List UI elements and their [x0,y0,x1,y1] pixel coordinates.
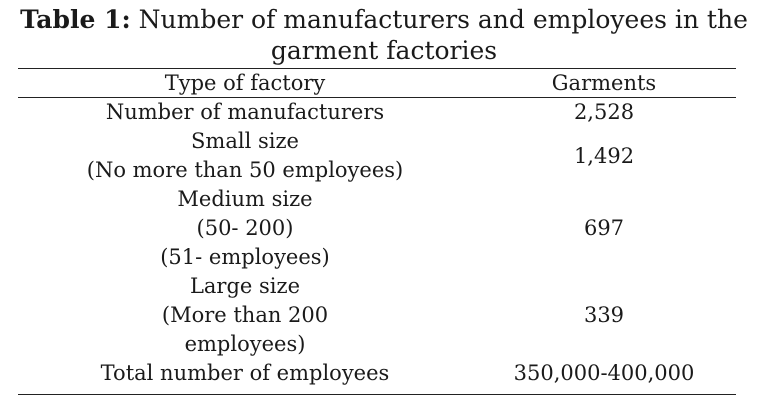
header-type-of-factory: Type of factory [18,70,472,98]
row-value-cell: 1,492 [573,143,635,168]
caption-line-1: Table 1: Number of manufacturers and emp… [0,4,768,35]
row-type-line: Number of manufacturers [105,100,385,124]
table-top-rule [18,68,736,69]
caption-label: Table 1: [20,5,131,34]
table-row: Number of manufacturers 2,528 [18,98,736,128]
table-header-row: Type of factory Garments [18,70,736,98]
row-type-cell: Medium size (50- 200) (51- employees) [18,185,472,272]
table-bottom-rule [18,394,736,395]
row-type-cell: Small size (No more than 50 employees) [18,127,472,185]
table-row: Total number of employees 350,000-400,00… [18,359,736,388]
row-type-line: (No more than 50 employees) [86,158,404,182]
row-value-cell: 339 [583,303,625,327]
row-type-line: Total number of employees [100,361,390,385]
row-type-line: (51- employees) [160,245,330,269]
row-type-line: (50- 200) [196,216,294,240]
row-type-cell: Large size (More than 200 employees) [18,272,472,359]
row-type-line: Large size [189,274,301,298]
row-type-cell: Total number of employees [18,359,472,388]
row-type-line: Medium size [177,187,313,211]
caption-text-line-1: Number of manufacturers and employees in… [138,5,748,34]
table-caption: Table 1: Number of manufacturers and emp… [0,4,768,66]
row-type-line: employees) [184,332,306,356]
caption-text-line-2: garment factories [270,36,498,65]
row-type-cell: Number of manufacturers [18,98,472,128]
row-value-cell: 2,528 [573,100,635,124]
table-row: Medium size (50- 200) (51- employees) 69… [18,185,736,272]
factory-table: Type of factory Garments Number of manuf… [18,70,736,388]
header-garments: Garments [472,70,736,98]
row-value-cell: 697 [583,216,625,240]
table-row: Large size (More than 200 employees) 339 [18,272,736,359]
table-row: Small size (No more than 50 employees) 1… [18,127,736,185]
row-type-line: Small size [191,129,299,153]
row-value-cell: 350,000-400,000 [513,361,695,385]
row-type-line: (More than 200 [161,303,329,327]
